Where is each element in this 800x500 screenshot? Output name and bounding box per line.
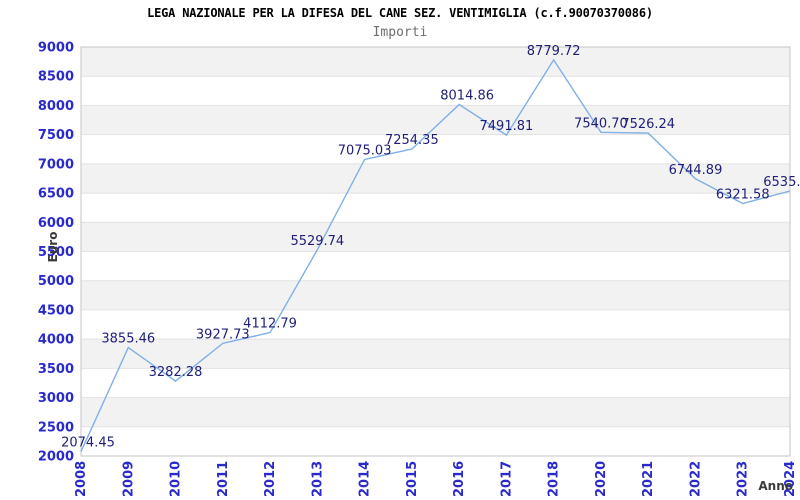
data-label: 3927.73 <box>196 327 250 342</box>
y-tick-label: 7000 <box>38 157 74 172</box>
data-label: 4112.79 <box>243 317 297 332</box>
y-tick-label: 6000 <box>38 216 74 231</box>
y-tick-label: 3500 <box>38 362 74 377</box>
plot-band <box>81 280 790 310</box>
x-tick-label: 2023 <box>736 461 751 497</box>
plot-band <box>81 222 790 252</box>
x-tick-label: 2013 <box>310 461 325 497</box>
x-tick-label: 2018 <box>547 461 562 497</box>
data-label: 7540.70 <box>574 116 628 131</box>
chart-title: LEGA NAZIONALE PER LA DIFESA DEL CANE SE… <box>147 6 653 20</box>
plot-band <box>81 47 790 77</box>
plot-border <box>80 46 791 457</box>
plot-band <box>81 76 790 106</box>
plot-generated-content: 9000 8500 8000 7500 7000 6500 6000 5500 5000 4500… <box>38 41 800 498</box>
x-tick-label: 2008 <box>74 461 89 497</box>
plot-band <box>81 397 790 427</box>
plot-band <box>81 309 790 340</box>
y-tick-label: 8500 <box>38 70 74 85</box>
plot-band <box>81 339 790 369</box>
y-tick-label: 2000 <box>38 450 74 465</box>
y-axis-title: Euro <box>46 232 60 263</box>
y-tick-label: 9000 <box>38 41 74 56</box>
data-label: 6321.58 <box>716 187 770 202</box>
data-label: 7254.35 <box>385 133 439 148</box>
x-tick-label: 2021 <box>641 461 656 497</box>
data-label: 6744.89 <box>669 163 723 178</box>
plot-band <box>81 251 790 281</box>
y-tick-label: 3000 <box>38 391 74 406</box>
x-tick-label: 2010 <box>169 461 184 497</box>
y-tick-label: 5000 <box>38 274 74 289</box>
x-tick-label: 2009 <box>121 461 136 497</box>
data-label: 8779.72 <box>527 44 581 59</box>
x-tick-label: 2020 <box>594 461 609 497</box>
y-tick-label: 4000 <box>38 333 74 348</box>
x-tick-label: 2024 <box>783 461 798 497</box>
data-label: 7491.81 <box>480 119 534 134</box>
data-label: 8014.86 <box>440 89 494 104</box>
x-tick-label: 2022 <box>688 461 703 497</box>
y-tick-label: 4500 <box>38 303 74 318</box>
plot-band <box>81 426 790 456</box>
y-tick-label: 7500 <box>38 128 74 143</box>
y-tick-label: 8000 <box>38 99 74 114</box>
plot-band <box>81 134 790 164</box>
plot-band <box>81 193 790 223</box>
x-tick-label: 2015 <box>405 461 420 497</box>
x-tick-label: 2014 <box>358 461 373 497</box>
y-tick-label: 2500 <box>38 420 74 435</box>
data-label: 7075.03 <box>338 143 392 158</box>
y-tick-label: 5500 <box>38 245 74 260</box>
x-tick-label: 2016 <box>452 461 467 497</box>
plot-band <box>81 163 790 194</box>
plot-band <box>81 368 790 398</box>
data-label: 7526.24 <box>621 117 675 132</box>
y-tick-label: 6500 <box>38 187 74 202</box>
data-label: 6535.5 <box>763 175 800 190</box>
x-axis-title: Anno <box>758 479 793 493</box>
data-label: 3855.46 <box>101 332 155 347</box>
importi-line-series <box>80 58 791 452</box>
chart-subtitle: Importi <box>372 25 428 40</box>
data-label: 2074.45 <box>61 436 115 451</box>
x-tick-label: 2017 <box>499 461 514 497</box>
plot-band <box>81 105 790 135</box>
data-label: 3282.28 <box>149 365 203 380</box>
x-tick-label: 2012 <box>263 461 278 497</box>
x-tick-label: 2011 <box>216 461 231 497</box>
data-label: 5529.74 <box>290 234 344 249</box>
